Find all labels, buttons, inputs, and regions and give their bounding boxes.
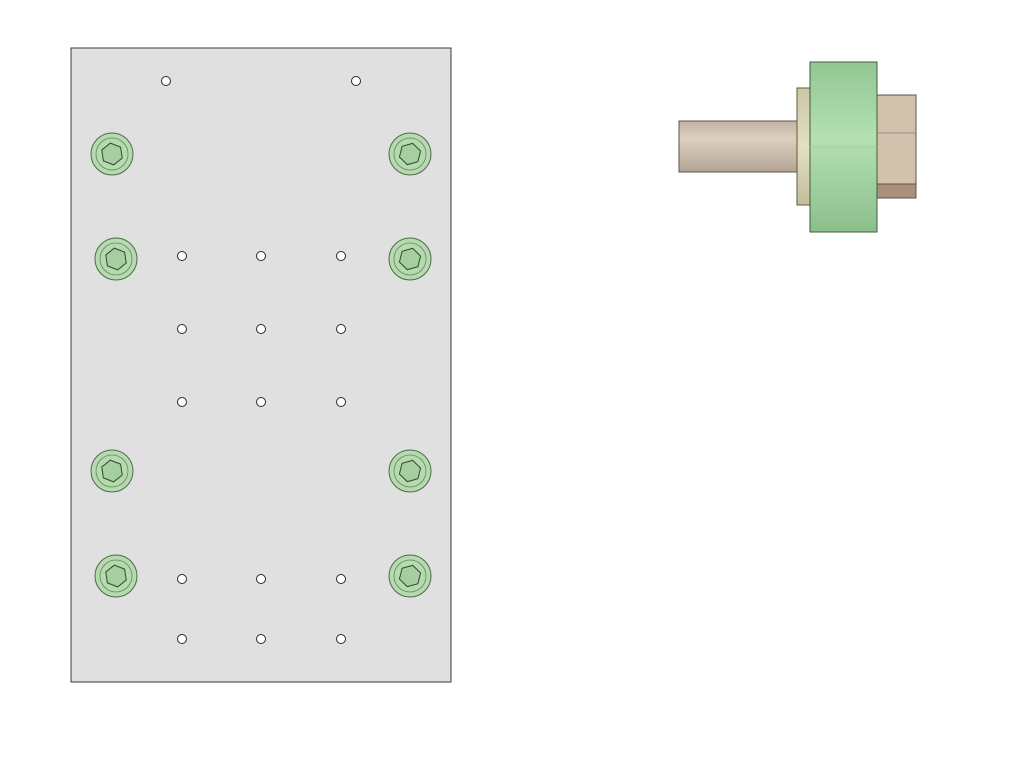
- hex-socket-icon: [398, 247, 422, 271]
- socket-head-screw: [388, 237, 432, 281]
- socket-head-screw: [90, 449, 134, 493]
- screw-head-rim: [95, 454, 129, 488]
- small-hole: [256, 324, 266, 334]
- hex-socket-icon: [105, 564, 127, 588]
- small-hole: [336, 324, 346, 334]
- small-hole: [256, 634, 266, 644]
- screw-head-rim: [393, 454, 427, 488]
- screw-head-rim: [393, 137, 427, 171]
- plate-front-view: [70, 47, 452, 683]
- small-hole: [177, 324, 187, 334]
- hex-socket-icon: [398, 564, 422, 588]
- shaft: [678, 120, 802, 173]
- hex-socket-icon: [101, 459, 123, 483]
- screw-head-rim: [393, 559, 427, 593]
- socket-head-screw: [388, 554, 432, 598]
- hex-nut: [875, 94, 917, 199]
- small-hole: [177, 634, 187, 644]
- small-hole: [351, 76, 361, 86]
- socket-head-screw: [90, 132, 134, 176]
- socket-head-screws: [90, 132, 432, 598]
- small-hole: [336, 397, 346, 407]
- shaft-assembly-side-view: [678, 61, 917, 233]
- hex-socket-icon: [101, 142, 123, 166]
- screw-head-rim: [99, 242, 133, 276]
- socket-head-screw: [388, 449, 432, 493]
- small-hole: [336, 251, 346, 261]
- small-hole: [336, 574, 346, 584]
- small-hole: [256, 397, 266, 407]
- socket-head-screw: [388, 132, 432, 176]
- hex-socket-icon: [105, 247, 127, 271]
- small-hole: [177, 574, 187, 584]
- small-hole: [177, 397, 187, 407]
- hex-socket-icon: [398, 142, 422, 166]
- hex-socket-icon: [398, 459, 422, 483]
- small-hole: [256, 574, 266, 584]
- socket-head-screw: [94, 237, 138, 281]
- small-hole: [336, 634, 346, 644]
- small-hole: [177, 251, 187, 261]
- small-hole: [256, 251, 266, 261]
- screw-head-rim: [95, 137, 129, 171]
- screw-head-rim: [99, 559, 133, 593]
- small-hole: [161, 76, 171, 86]
- small-holes: [161, 76, 361, 644]
- screw-head-rim: [393, 242, 427, 276]
- socket-head-screw: [94, 554, 138, 598]
